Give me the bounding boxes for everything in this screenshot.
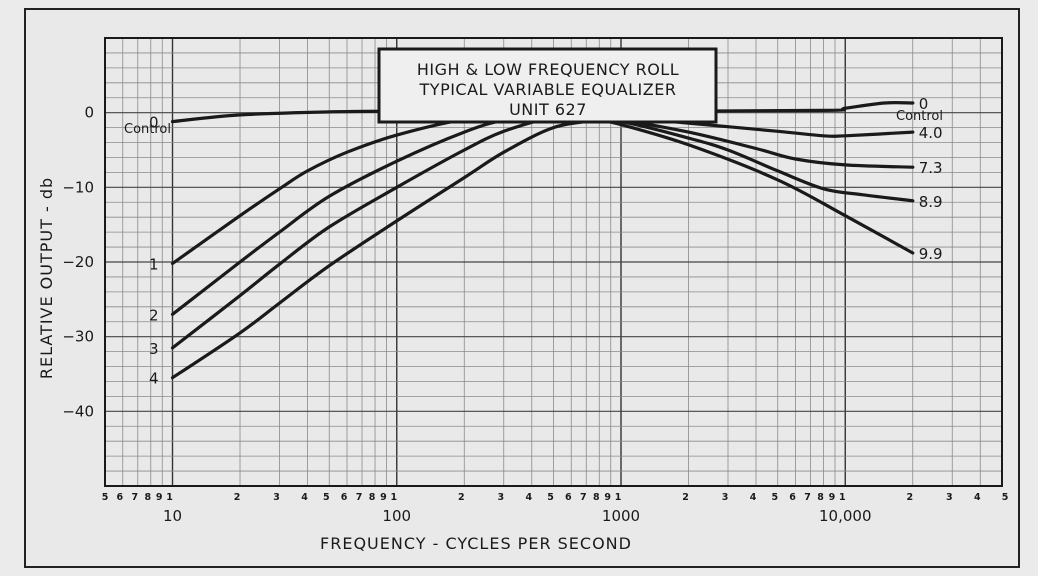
x-minor-tick-label: 5 (547, 492, 554, 503)
x-minor-tick-label: 6 (341, 492, 348, 503)
low-roll-label: 4 (149, 370, 159, 388)
x-minor-tick-label: 1 (615, 492, 622, 503)
low-roll-label: 0 (149, 114, 159, 132)
x-minor-tick-label: 8 (593, 492, 600, 503)
right-control-header: Control (896, 109, 943, 124)
x-minor-tick-label: 2 (234, 492, 241, 503)
x-minor-tick-label: 3 (722, 492, 729, 503)
x-minor-tick-label: 1 (390, 492, 397, 503)
x-minor-tick-label: 2 (682, 492, 689, 503)
low-roll-curve-4 (170, 118, 601, 380)
x-minor-tick-label: 7 (356, 492, 363, 503)
plot-border (104, 37, 1003, 487)
x-minor-tick-label: 4 (301, 492, 308, 503)
x-minor-tick-label: 5 (323, 492, 330, 503)
x-axis-label: FREQUENCY - CYCLES PER SECOND (320, 534, 632, 553)
x-minor-tick-label: 2 (458, 492, 465, 503)
x-minor-tick-label: 9 (604, 492, 611, 503)
x-minor-tick-label: 4 (525, 492, 532, 503)
high-roll-label: 7.3 (919, 159, 943, 177)
x-tick-label: 1000 (602, 507, 640, 525)
x-minor-tick-label: 4 (974, 492, 981, 503)
high-roll-curve-9.9 (597, 118, 915, 255)
y-tick-label: −40 (62, 402, 94, 420)
x-minor-tick-label: 5 (1002, 492, 1009, 503)
x-minor-tick-label: 3 (497, 492, 504, 503)
title-box (377, 47, 718, 124)
x-minor-tick-label: 2 (906, 492, 913, 503)
x-minor-tick-label: 9 (156, 492, 163, 503)
x-tick-label: 10,000 (819, 507, 872, 525)
low-roll-label: 3 (149, 340, 159, 358)
x-minor-tick-label: 6 (116, 492, 123, 503)
x-minor-tick-label: 5 (771, 492, 778, 503)
low-roll-curve-2 (170, 111, 556, 316)
chart-title-line-2: TYPICAL VARIABLE EQUALIZER (419, 80, 677, 99)
high-roll-label: 8.9 (919, 193, 943, 211)
y-axis-label: RELATIVE OUTPUT - db (37, 177, 56, 379)
y-tick-label: 0 (84, 104, 94, 122)
y-tick-label: −30 (62, 328, 94, 346)
x-minor-tick-label: 6 (789, 492, 796, 503)
low-roll-label: 2 (149, 306, 159, 324)
chart-title-line-3: UNIT 627 (509, 100, 587, 119)
left-control-header: Control (124, 122, 171, 137)
low-roll-label: 1 (149, 255, 159, 273)
x-tick-label: 10 (163, 507, 182, 525)
x-minor-tick-label: 1 (839, 492, 846, 503)
low-roll-curve-1 (170, 111, 534, 266)
x-minor-tick-label: 5 (102, 492, 109, 503)
x-minor-tick-label: 7 (804, 492, 811, 503)
x-minor-tick-label: 3 (946, 492, 953, 503)
high-roll-label: 9.9 (919, 245, 943, 263)
chart-title-line-1: HIGH & LOW FREQUENCY ROLL (417, 60, 679, 79)
x-minor-tick-label: 4 (750, 492, 757, 503)
x-minor-tick-label: 8 (369, 492, 376, 503)
x-minor-tick-label: 7 (131, 492, 138, 503)
x-minor-tick-label: 9 (380, 492, 387, 503)
x-minor-tick-label: 8 (144, 492, 151, 503)
x-minor-tick-label: 8 (817, 492, 824, 503)
high-roll-label: 4.0 (919, 124, 943, 142)
tick-label-layer: 0−10−20−30−405 6 7 8 9 1 2 3 4 5 6 7 8 9 1 2 3 4 5 6 7 8 9 1 2 3 4… (62, 95, 1008, 525)
x-tick-label: 100 (382, 507, 411, 525)
x-minor-tick-label: 1 (166, 492, 173, 503)
x-minor-tick-label: 9 (829, 492, 836, 503)
x-minor-tick-label: 3 (273, 492, 280, 503)
high-roll-label: 0 (919, 95, 929, 113)
y-tick-label: −10 (62, 178, 94, 196)
y-tick-label: −20 (62, 253, 94, 271)
x-minor-tick-label: 6 (565, 492, 572, 503)
x-minor-tick-label: 7 (580, 492, 587, 503)
